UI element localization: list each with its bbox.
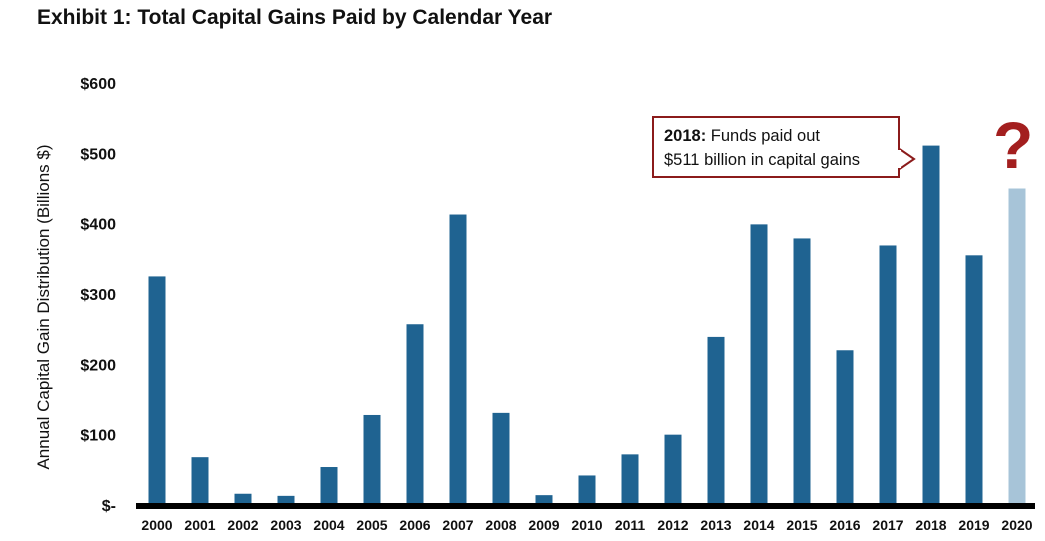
- bar-2018: [922, 145, 940, 505]
- x-tick-label: 2015: [786, 517, 817, 533]
- y-tick-label: $600: [80, 76, 116, 93]
- bar-2001: [191, 457, 209, 505]
- bars: [148, 145, 1026, 506]
- bar-2006: [406, 324, 424, 505]
- x-axis-line: [136, 503, 1035, 509]
- bar-2008: [492, 412, 510, 505]
- y-tick-labels: $- $100 $200 $300 $400 $500 $600: [80, 76, 116, 515]
- bar-2016: [836, 350, 854, 505]
- x-tick-label: 2003: [270, 517, 301, 533]
- bar-2013: [707, 336, 725, 505]
- callout-pointer: [898, 146, 916, 172]
- bar-2004: [320, 467, 338, 505]
- x-tick-label: 2019: [958, 517, 989, 533]
- x-tick-label: 2016: [829, 517, 860, 533]
- x-tick-label: 2008: [485, 517, 516, 533]
- bar-2007: [449, 214, 467, 506]
- bar-2002: [234, 493, 252, 505]
- y-tick-label: $400: [80, 217, 116, 234]
- x-tick-label: 2001: [184, 517, 215, 533]
- x-tick-label: 2002: [227, 517, 258, 533]
- bar-2009: [535, 495, 553, 505]
- y-tick-label: $500: [80, 146, 116, 163]
- bar-2000: [148, 276, 166, 505]
- bar-2011: [621, 454, 639, 505]
- y-tick-label: $-: [102, 498, 116, 515]
- x-tick-label: 2011: [615, 517, 646, 533]
- x-tick-label: 2006: [399, 517, 430, 533]
- x-tick-label: 2010: [571, 517, 602, 533]
- bar-2020: [1008, 188, 1026, 505]
- x-tick-label: 2007: [442, 517, 473, 533]
- bar-2015: [793, 238, 811, 506]
- chart-title: Exhibit 1: Total Capital Gains Paid by C…: [37, 6, 553, 29]
- bar-2003: [277, 495, 295, 505]
- y-tick-label: $300: [80, 287, 116, 304]
- bar-2017: [879, 245, 897, 505]
- x-tick-label: 2000: [141, 517, 172, 533]
- y-tick-label: $100: [80, 428, 116, 445]
- x-tick-label: 2013: [700, 517, 731, 533]
- annotation-line2: $511 billion in capital gains: [664, 151, 860, 169]
- bar-2005: [363, 414, 381, 505]
- annotation-year: 2018:: [664, 127, 707, 145]
- bar-2014: [750, 224, 768, 505]
- annotation-line1: Funds paid out: [710, 127, 820, 145]
- y-tick-label: $200: [80, 357, 116, 374]
- x-tick-label: 2012: [657, 517, 688, 533]
- x-tick-label: 2014: [743, 517, 774, 533]
- x-tick-labels: 2000 2001 2002 2003 2004 2005 2006 2007 2008 2009…: [141, 517, 1032, 533]
- annotation-callout: 2018: Funds paid out $511 billion in cap…: [652, 116, 900, 178]
- bar-2019: [965, 255, 983, 505]
- bar-2012: [664, 434, 682, 505]
- x-tick-label: 2017: [872, 517, 903, 533]
- question-mark: ?: [993, 108, 1034, 182]
- x-tick-label: 2009: [528, 517, 559, 533]
- x-tick-label: 2004: [313, 517, 344, 533]
- bar-2010: [578, 475, 596, 505]
- x-tick-label: 2020: [1001, 517, 1032, 533]
- x-tick-label: 2005: [356, 517, 387, 533]
- x-tick-label: 2018: [915, 517, 946, 533]
